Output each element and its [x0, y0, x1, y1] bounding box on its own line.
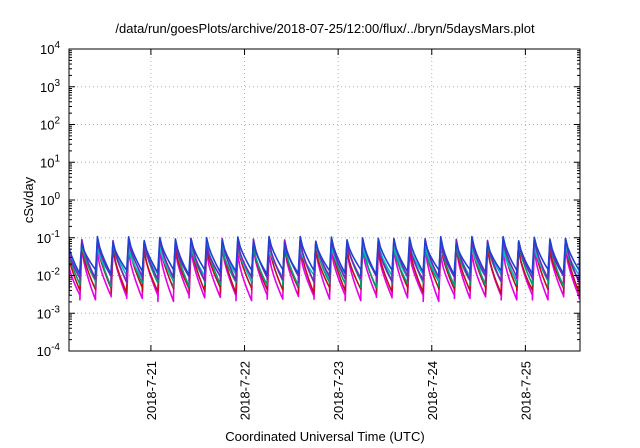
chart-title: /data/run/goesPlots/archive/2018-07-25/1…: [115, 21, 535, 36]
x-tick-label: 2018-7-22: [238, 361, 253, 420]
x-axis: 2018-7-21 2018-7-22 2018-7-23 2018-7-24 2018…: [144, 49, 533, 420]
grid: [69, 49, 580, 351]
y-tick-label: 101: [40, 153, 60, 170]
y-tick-label: 103: [40, 78, 60, 95]
y-axis: 10-4 10-3 10-2 10-1 100 101 102 103 104: [37, 40, 580, 359]
y-axis-label: cSv/day: [21, 176, 36, 223]
y-tick-label: 10-1: [37, 229, 61, 246]
y-tick-label: 100: [40, 191, 60, 208]
y-tick-label: 10-3: [37, 304, 61, 321]
y-tick-label: 102: [40, 116, 60, 133]
y-tick-label: 10-2: [37, 267, 61, 284]
x-tick-label: 2018-7-25: [518, 361, 533, 420]
series-line: [69, 235, 580, 277]
series-layer: [69, 235, 580, 303]
y-tick-label: 104: [40, 40, 60, 57]
x-tick-label: 2018-7-23: [331, 361, 346, 420]
y-tick-label: 10-4: [37, 342, 61, 359]
x-tick-label: 2018-7-24: [425, 361, 440, 420]
x-axis-label: Coordinated Universal Time (UTC): [225, 429, 424, 444]
series-line: [69, 239, 580, 289]
x-tick-label: 2018-7-21: [144, 361, 159, 420]
